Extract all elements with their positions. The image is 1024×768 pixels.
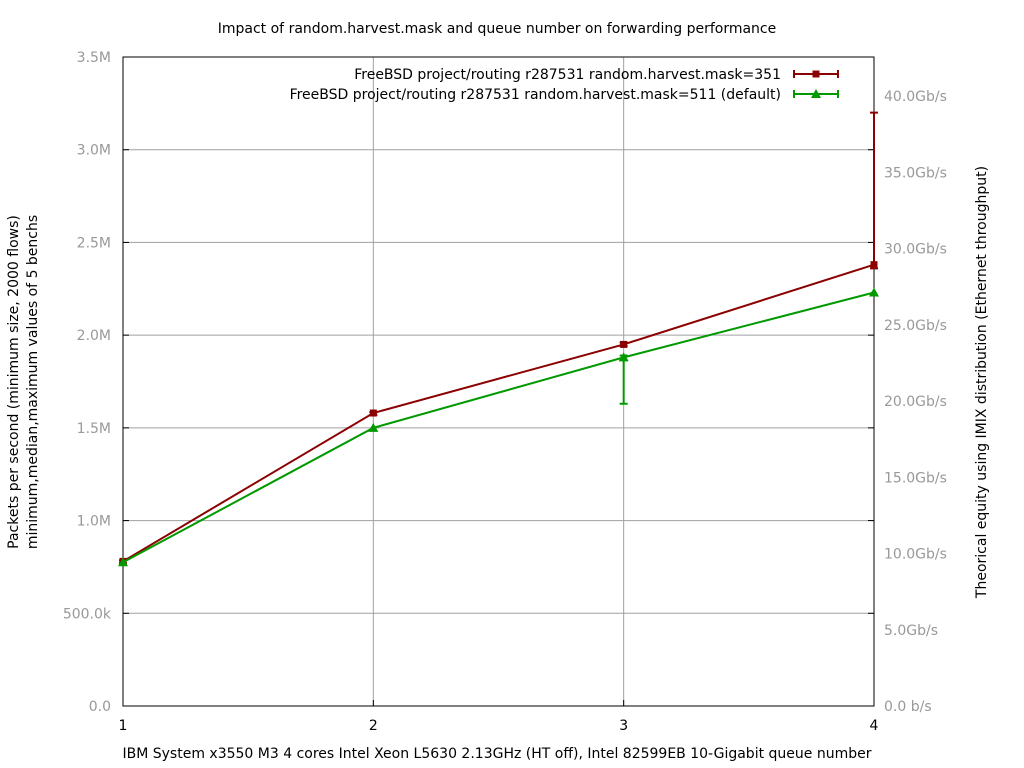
- legend-marker: [811, 89, 821, 98]
- y2-tick-label: 30.0Gb/s: [884, 242, 947, 258]
- y-tick-label: 3.0M: [77, 143, 111, 159]
- legend-label: FreeBSD project/routing r287531 random.h…: [290, 87, 781, 103]
- series-line: [122, 263, 875, 563]
- series-2: [118, 287, 879, 567]
- data-point: [869, 287, 879, 297]
- legend-label: FreeBSD project/routing r287531 random.h…: [354, 67, 781, 83]
- y-tick-label: 2.0M: [77, 328, 111, 344]
- y2-tick-label: 20.0Gb/s: [884, 394, 947, 410]
- grid: [123, 57, 874, 706]
- y2-tick-label: 0.0 b/s: [884, 699, 932, 715]
- x-axis-ticks: 1 2 3 4: [119, 700, 879, 734]
- x-tick-label: 1: [119, 718, 128, 734]
- y2-axis-label: Theorical equity using IMIX distribution…: [974, 166, 990, 599]
- data-point: [618, 352, 629, 362]
- y-axis-ticks: 0.0 500.0k 1.0M 1.5M 2.0M 2.5M 3.0M 3.5M: [63, 50, 874, 715]
- series-layer: [118, 111, 879, 567]
- y-axis-label-line1: Packets per second (minimum size, 2000 f…: [6, 215, 22, 549]
- plot-frame: [122, 56, 875, 707]
- legend-marker: [812, 70, 820, 78]
- y2-tick-label: 10.0Gb/s: [884, 547, 947, 563]
- x-tick-label: 4: [870, 718, 879, 734]
- legend: FreeBSD project/routing r287531 random.h…: [290, 67, 839, 103]
- data-point: [620, 340, 628, 348]
- y2-axis-ticks: 0.0 b/s 5.0Gb/s 10.0Gb/s 15.0Gb/s 20.0Gb/s 25…: [884, 89, 947, 715]
- x-axis-label: IBM System x3550 M3 4 cores Intel Xeon L…: [123, 746, 872, 762]
- data-point: [368, 422, 379, 432]
- data-point: [369, 409, 377, 417]
- y-tick-label: 2.5M: [77, 235, 111, 251]
- x-tick-label: 2: [369, 718, 378, 734]
- y-tick-label: 500.0k: [63, 606, 112, 622]
- series-line: [122, 291, 875, 564]
- data-point: [118, 557, 128, 567]
- y-tick-label: 3.5M: [77, 50, 111, 66]
- y-tick-label: 0.0: [89, 699, 111, 715]
- y2-tick-label: 5.0Gb/s: [884, 623, 938, 639]
- y2-tick-label: 40.0Gb/s: [884, 89, 947, 105]
- y2-tick-label: 15.0Gb/s: [884, 470, 947, 486]
- y2-tick-label: 25.0Gb/s: [884, 318, 947, 334]
- y-axis-label-line2: minimum,median,maximum values of 5 bench…: [25, 215, 41, 549]
- y-tick-label: 1.0M: [77, 514, 111, 530]
- x-tick-label: 3: [619, 718, 628, 734]
- data-point: [870, 261, 878, 269]
- chart-title: Impact of random.harvest.mask and queue …: [218, 21, 776, 37]
- y-tick-label: 1.5M: [77, 421, 111, 437]
- y2-tick-label: 35.0Gb/s: [884, 165, 947, 181]
